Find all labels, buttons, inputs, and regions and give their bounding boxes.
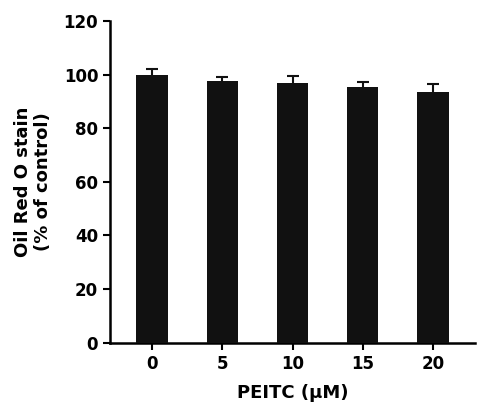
Bar xyxy=(276,83,308,343)
Bar xyxy=(136,74,168,343)
Bar xyxy=(347,87,378,343)
Y-axis label: Oil Red O stain
(% of control): Oil Red O stain (% of control) xyxy=(14,107,52,257)
Bar xyxy=(417,92,448,343)
X-axis label: PEITC (μM): PEITC (μM) xyxy=(237,384,348,402)
Bar xyxy=(206,81,238,343)
